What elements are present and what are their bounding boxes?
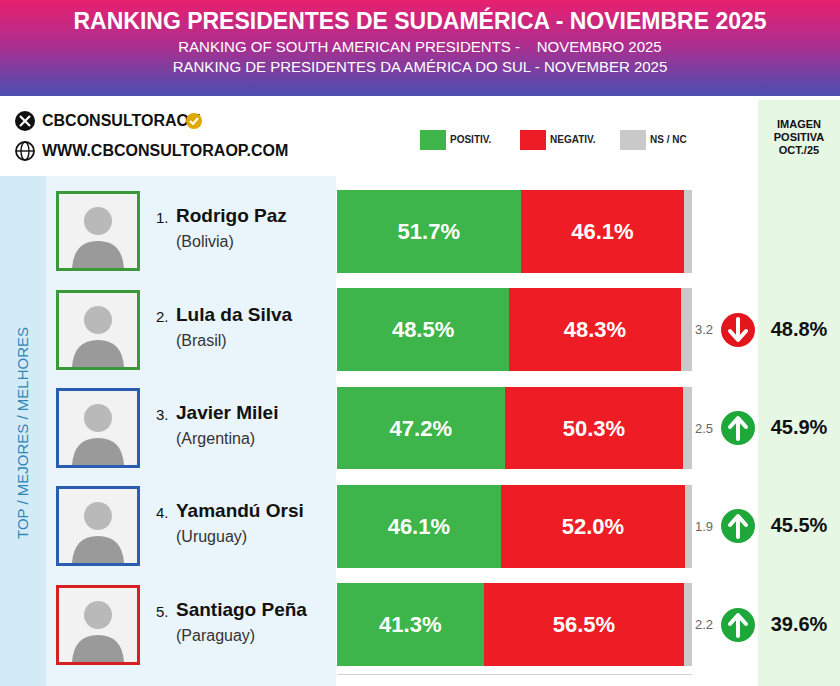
svg-text:56.5%: 56.5% <box>553 612 615 637</box>
html-text:4. Yamandú Orsi: 4. Yamandú Orsi <box>156 500 304 521</box>
html-text:(Argentina): (Argentina) <box>176 430 256 447</box>
svg-text:41.3%: 41.3% <box>379 612 441 637</box>
html-text:5. Santiago Peña: 5. Santiago Peña <box>156 599 307 620</box>
svg-text:2.5: 2.5 <box>695 421 713 436</box>
html-text:NS / NC: NS / NC <box>650 134 687 145</box>
svg-text:50.3%: 50.3% <box>563 416 625 441</box>
svg-text:51.7%: 51.7% <box>398 219 460 244</box>
svg-text:46.1%: 46.1% <box>388 514 450 539</box>
html-text:POSITIV.: POSITIV. <box>450 134 492 145</box>
svg-text:1.9: 1.9 <box>695 519 713 534</box>
html-text:45.9%: 45.9% <box>770 416 828 438</box>
svg-text:2.2: 2.2 <box>695 617 713 632</box>
html-text:39.6%: 39.6% <box>770 613 828 635</box>
html-text:WWW.CBCONSULTORAOP.COM: WWW.CBCONSULTORAOP.COM <box>42 142 289 159</box>
svg-text:52.0%: 52.0% <box>562 514 624 539</box>
html-text:NEGATIV.: NEGATIV. <box>550 134 596 145</box>
html-text:(Paraguay): (Paraguay) <box>176 627 256 644</box>
svg-text:47.2%: 47.2% <box>390 416 452 441</box>
html-text:45.5%: 45.5% <box>770 514 828 536</box>
svg-text:48.3%: 48.3% <box>564 317 626 342</box>
html-text:TOP / MEJORES / MELHORES: TOP / MEJORES / MELHORES <box>14 327 31 539</box>
html-text:RANKING DE PRESIDENTES DA AMÉR: RANKING DE PRESIDENTES DA AMÉRICA DO SUL… <box>172 58 668 75</box>
html-text:1. Rodrigo Paz: 1. Rodrigo Paz <box>156 205 287 226</box>
html-text:(Uruguay): (Uruguay) <box>176 528 248 545</box>
html-text:3. Javier Milei: 3. Javier Milei <box>156 402 279 423</box>
html-text:CBCONSULTORAOK: CBCONSULTORAOK <box>42 112 201 129</box>
html-text:IMAGEN POSITIVA OCT./25: IMAGEN POSITIVA OCT./25 <box>773 118 825 156</box>
html-text:RANKING PRESIDENTES DE SUDAMÉR: RANKING PRESIDENTES DE SUDAMÉRICA - NOVI… <box>73 8 767 34</box>
html-text:(Brasil): (Brasil) <box>176 332 227 349</box>
html-text:2. Lula da Silva: 2. Lula da Silva <box>156 304 293 325</box>
svg-text:46.1%: 46.1% <box>571 219 633 244</box>
html-text:48.8%: 48.8% <box>770 318 828 340</box>
svg-text:3.2: 3.2 <box>695 322 713 337</box>
svg-text:48.5%: 48.5% <box>392 317 454 342</box>
html-text:RANKING OF SOUTH AMERICAN PRES: RANKING OF SOUTH AMERICAN PRESIDENTS - N… <box>178 38 662 55</box>
html-text:(Bolivia): (Bolivia) <box>176 233 234 250</box>
